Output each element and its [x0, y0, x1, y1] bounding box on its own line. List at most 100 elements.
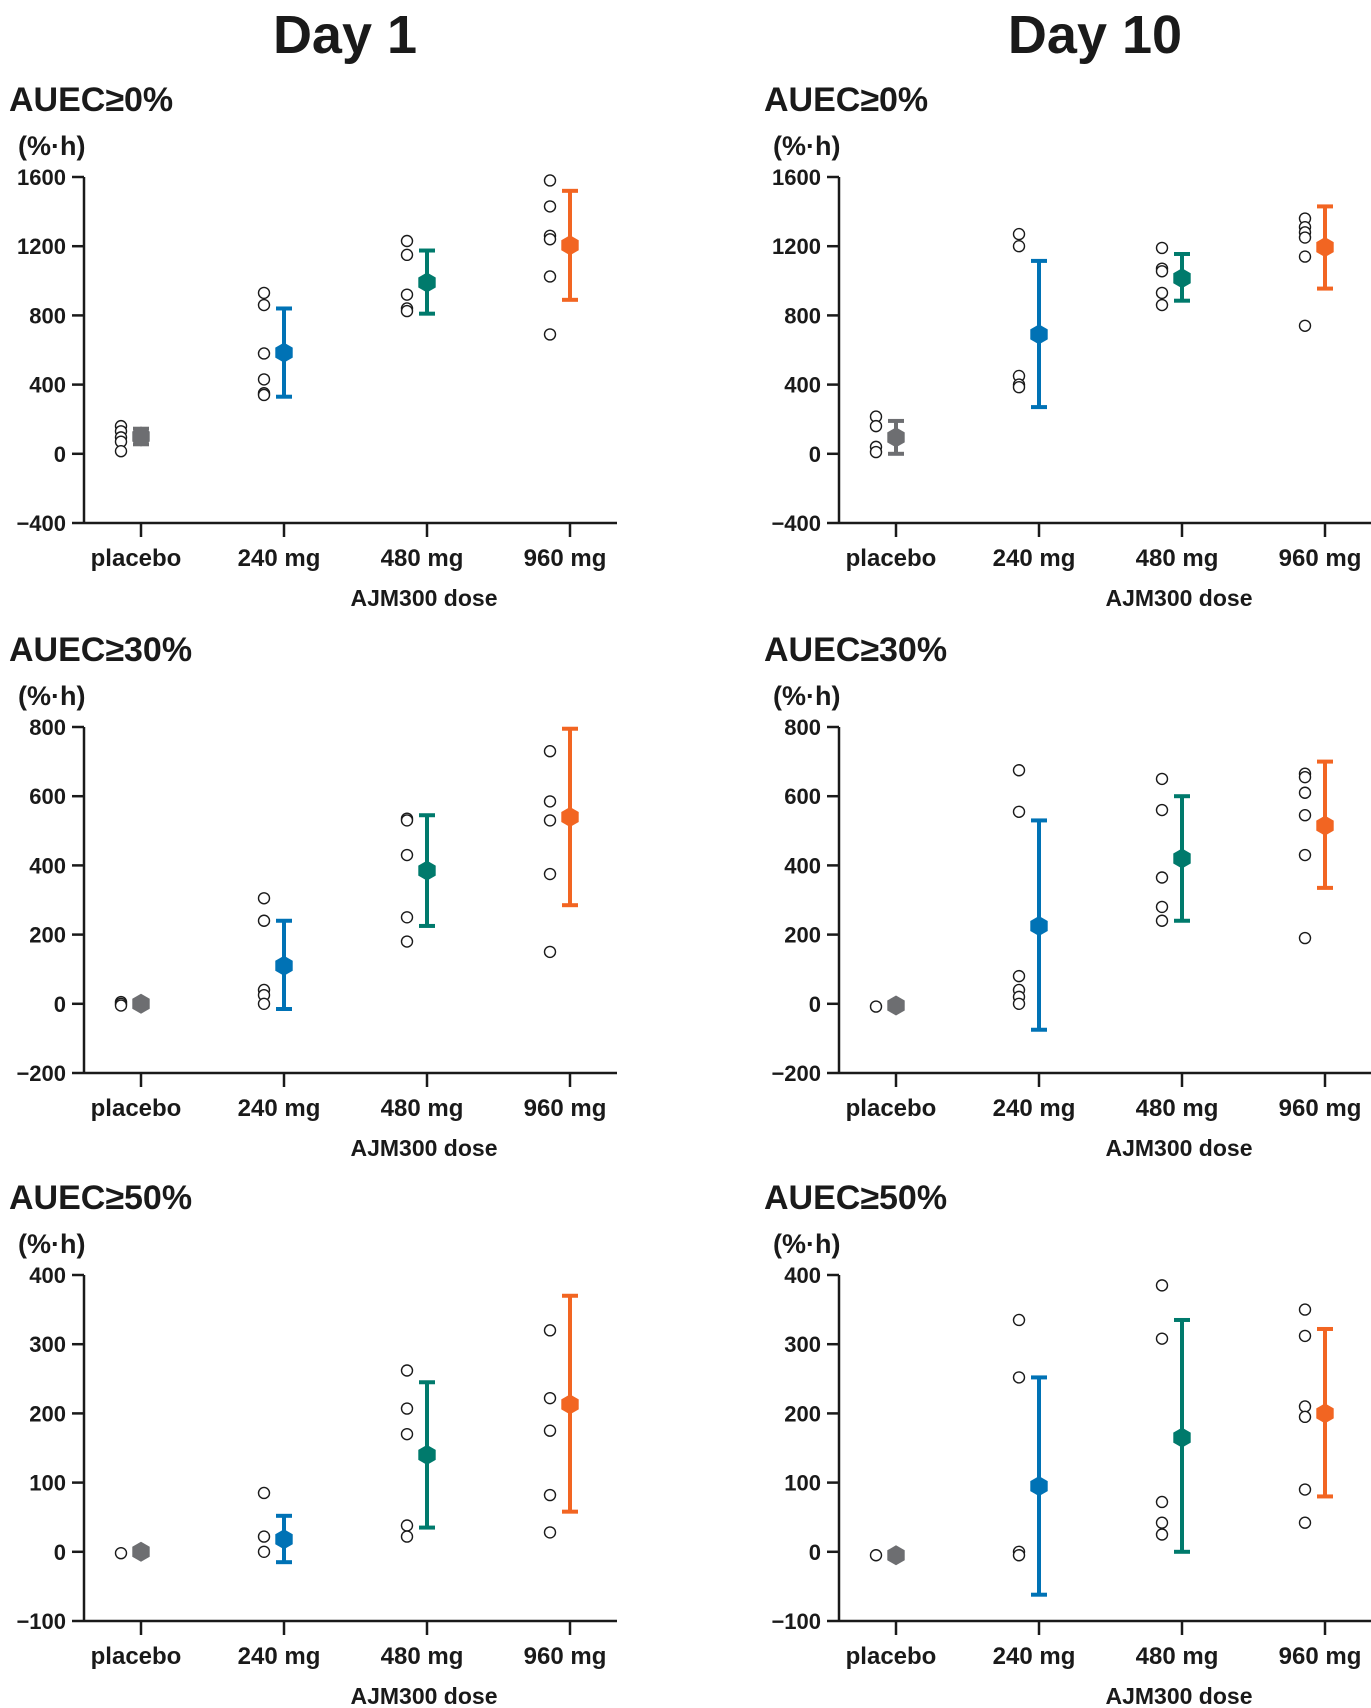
individual-point	[400, 1530, 414, 1543]
mean-marker	[561, 235, 579, 256]
y-tick-label: 400	[29, 853, 66, 878]
individual-point	[543, 1391, 557, 1405]
mean-marker	[275, 955, 293, 976]
panel-day-10-2: AUEC≥30% (%·h) −200 0 200 400 600 800 placebo 240…	[764, 631, 1371, 1161]
y-tick-label: 200	[784, 1401, 821, 1426]
individual-point	[1298, 1400, 1312, 1413]
individual-point	[1012, 1549, 1026, 1562]
y-tick-label: 0	[54, 992, 66, 1017]
x-tick-label: 960 mg	[524, 1643, 607, 1670]
mean-marker	[1173, 1427, 1191, 1448]
x-tick-label: 240 mg	[993, 1095, 1076, 1122]
y-tick-label: −200	[771, 1061, 821, 1086]
individual-point	[543, 945, 557, 959]
x-tick-label: 480 mg	[381, 1095, 464, 1122]
individual-point	[543, 1324, 557, 1337]
y-tick-label: 1600	[772, 165, 821, 190]
x-tick-label: 960 mg	[1279, 1643, 1362, 1670]
mean-marker	[561, 1394, 579, 1415]
individual-point	[543, 814, 557, 827]
y-tick-label: 800	[784, 715, 821, 740]
x-tick-label: 240 mg	[238, 545, 321, 572]
individual-point	[1012, 380, 1026, 394]
individual-point	[543, 233, 557, 246]
x-tick-label: placebo	[846, 1095, 937, 1122]
individual-point	[543, 867, 557, 881]
y-tick-label: 800	[29, 303, 66, 328]
y-tick-label: 200	[29, 923, 66, 948]
y-tick-label: 800	[784, 303, 821, 328]
y-unit-label: (%·h)	[773, 131, 840, 161]
individual-point	[114, 445, 128, 458]
y-tick-label: 600	[29, 784, 66, 809]
y-tick-label: 0	[54, 1540, 66, 1565]
individual-point	[1155, 914, 1169, 927]
x-axis-label: AJM300 dose	[350, 1135, 497, 1161]
individual-point	[869, 1549, 883, 1562]
y-unit-label: (%·h)	[773, 681, 840, 711]
individual-point	[1298, 1329, 1312, 1343]
individual-point	[400, 814, 414, 827]
y-tick-label: −400	[16, 511, 66, 536]
individual-point	[1155, 900, 1169, 914]
y-tick-label: 400	[784, 373, 821, 398]
y-tick-label: 0	[809, 1540, 821, 1565]
x-tick-label: placebo	[91, 1643, 182, 1670]
panel-day-1-1: AUEC≥0% (%·h) −400 0 400 800 1200 1600 placebo 24…	[9, 81, 617, 611]
mean-marker	[418, 860, 436, 881]
panel-title: AUEC≥0%	[9, 81, 173, 119]
y-tick-label: 1200	[772, 234, 821, 259]
y-tick-label: −100	[16, 1609, 66, 1634]
y-tick-label: 200	[784, 923, 821, 948]
mean-marker	[1316, 815, 1334, 836]
x-tick-label: 240 mg	[238, 1095, 321, 1122]
individual-point	[1155, 265, 1169, 278]
y-unit-label: (%·h)	[18, 131, 85, 161]
y-tick-label: 200	[29, 1401, 66, 1426]
individual-point	[1298, 786, 1312, 799]
individual-point	[1155, 803, 1169, 817]
y-tick-label: 0	[809, 442, 821, 467]
individual-point	[543, 1424, 557, 1437]
y-tick-label: 0	[809, 992, 821, 1017]
panel-day-10-3: AUEC≥50% (%·h) −100 0 100 200 300 400 placebo 240…	[764, 1179, 1371, 1708]
y-tick-label: −400	[771, 511, 821, 536]
x-axis-label: AJM300 dose	[1105, 585, 1252, 611]
individual-point	[400, 248, 414, 262]
individual-point	[257, 286, 271, 300]
x-tick-label: placebo	[846, 1643, 937, 1670]
y-tick-label: 800	[29, 715, 66, 740]
individual-point	[1155, 1528, 1169, 1541]
individual-point	[257, 997, 271, 1010]
mean-marker	[561, 807, 579, 827]
individual-point	[1012, 1371, 1026, 1384]
individual-point	[257, 1545, 271, 1559]
mean-marker	[1173, 268, 1191, 289]
individual-point	[400, 304, 414, 318]
y-tick-label: 1600	[17, 165, 66, 190]
individual-point	[257, 388, 271, 402]
individual-point	[543, 174, 557, 187]
individual-point	[1298, 319, 1312, 332]
individual-point	[1155, 1332, 1169, 1345]
y-tick-label: 300	[29, 1332, 66, 1357]
individual-point	[1155, 871, 1169, 884]
panel-title: AUEC≥30%	[764, 631, 947, 669]
x-tick-label: 960 mg	[1279, 545, 1362, 572]
panel-day-10-1: AUEC≥0% (%·h) −400 0 400 800 1200 1600 placebo 24…	[764, 81, 1371, 611]
individual-point	[400, 1402, 414, 1415]
individual-point	[1155, 1495, 1169, 1509]
y-tick-label: 400	[784, 853, 821, 878]
individual-point	[1155, 772, 1169, 786]
panel-day-1-2: AUEC≥30% (%·h) −200 0 200 400 600 800 placebo 240…	[9, 631, 617, 1161]
individual-point	[1155, 298, 1169, 312]
x-axis-label: AJM300 dose	[350, 1683, 497, 1708]
panel-title: AUEC≥50%	[764, 1179, 947, 1217]
mean-marker	[887, 995, 905, 1016]
mean-marker	[1316, 237, 1334, 258]
x-tick-label: 480 mg	[1136, 1095, 1219, 1122]
y-unit-label: (%·h)	[18, 1229, 85, 1259]
individual-point	[1012, 969, 1026, 983]
panel-title: AUEC≥50%	[9, 1179, 192, 1217]
